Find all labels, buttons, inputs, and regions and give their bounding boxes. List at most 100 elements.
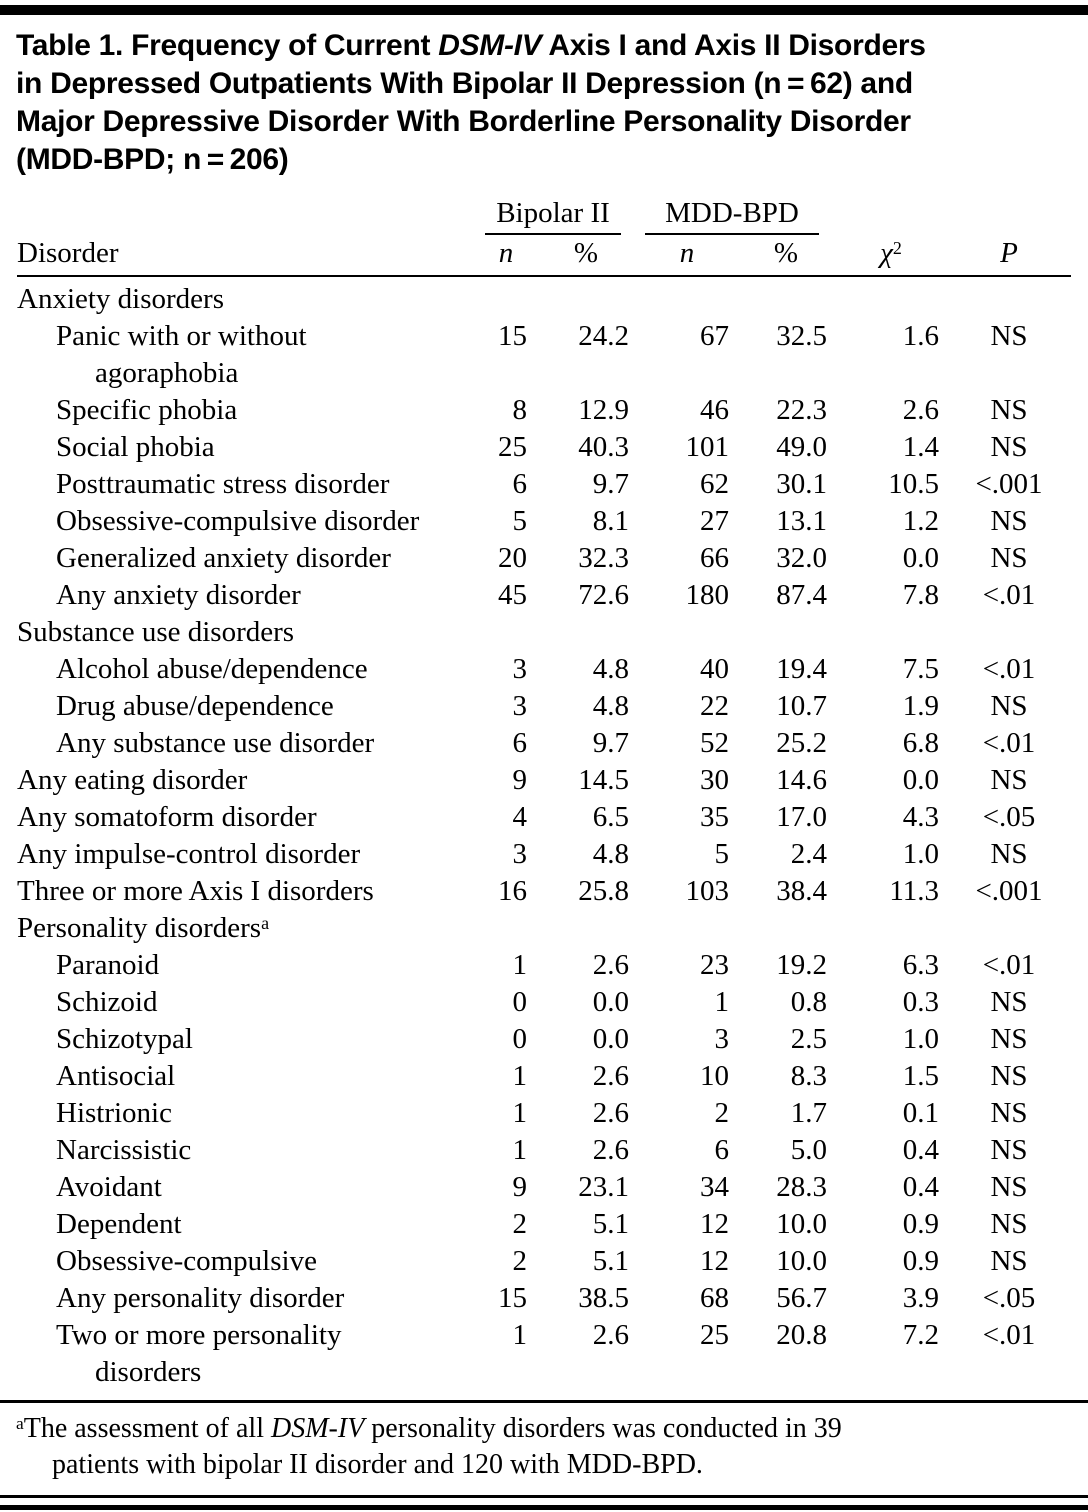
value-cell: 22.3 [776,394,827,426]
value-cell: 10.0 [776,1208,827,1240]
table-row: Antisocial 1 2.6 10 8.3 1.5 NS [17,1058,1071,1095]
value-cell: 17.0 [776,801,827,833]
value-cell: 20.8 [776,1319,827,1351]
disorder-label: Dependent [56,1208,182,1240]
value-cell: 2.4 [790,838,827,870]
disorder-label: Schizoid [56,986,158,1018]
value-cell: 32.5 [776,320,827,352]
value-cell: 46 [700,394,729,426]
value-cell: 4.8 [592,690,629,722]
value-cell: 9.7 [592,727,629,759]
column-header-pct-bipolar: % [535,235,637,277]
table-row: Alcohol abuse/dependence 3 4.8 40 19.4 7.5 <.0… [17,651,1071,688]
column-header-row: Disorder n% n% χ2 P [17,235,1071,277]
value-cell: <.05 [982,1282,1036,1314]
value-cell: 10.0 [776,1245,827,1277]
value-cell: 0.1 [902,1097,939,1129]
value-cell: 0 [512,986,528,1018]
value-cell: 40.3 [578,431,629,463]
value-cell: <.01 [982,653,1036,685]
disorder-label: Anxiety disorders [17,283,224,315]
disorder-label: Any somatoform disorder [17,801,317,833]
value-cell: NS [990,1023,1028,1055]
value-cell: 180 [685,579,730,611]
value-cell: 34 [700,1171,729,1203]
value-cell: 7.2 [902,1319,939,1351]
table-row: Obsessive-compulsive disorder 5 8.1 27 13.1 1… [17,503,1071,540]
value-cell: 2 [714,1097,730,1129]
value-cell: 19.4 [776,653,827,685]
value-cell: 9 [512,764,528,796]
value-cell: 23.1 [578,1171,629,1203]
value-cell: 25 [498,431,527,463]
disorder-label: Two or more personality disorders [56,1319,342,1388]
value-cell: 62 [700,468,729,500]
value-cell: <.001 [975,468,1043,500]
value-cell: 30 [700,764,729,796]
value-cell: NS [990,1097,1028,1129]
value-cell: 1.7 [790,1097,827,1129]
bottom-rule-thick [0,1505,1088,1510]
spacer-cell [835,195,947,235]
footnote-rule [0,1400,1088,1403]
value-cell: NS [990,431,1028,463]
value-cell: NS [990,838,1028,870]
value-cell: NS [990,320,1028,352]
value-cell: 0 [512,1023,528,1055]
top-rule [0,5,1088,15]
disorder-label: Schizotypal [56,1023,193,1055]
group-header-bipolar-label: Bipolar II [485,195,621,235]
value-cell: 66 [700,542,729,574]
group-header-mdd-bpd: MDD-BPD [637,195,835,235]
value-cell: 5.1 [592,1208,629,1240]
value-cell: <.01 [982,579,1036,611]
disorder-label: Drug abuse/dependence [56,690,334,722]
value-cell: 24.2 [578,320,629,352]
value-cell: 1 [714,986,730,1018]
value-cell: 35 [700,801,729,833]
table-row: Any eating disorder 9 14.5 30 14.6 0.0 NS [17,762,1071,799]
table-row: Dependent 2 5.1 12 10.0 0.9 NS [17,1206,1071,1243]
column-header-disorder: Disorder [17,235,477,277]
disorder-label: Generalized anxiety disorder [56,542,391,574]
value-cell: 52 [700,727,729,759]
value-cell: 4.8 [592,838,629,870]
value-cell: <.01 [982,1319,1036,1351]
value-cell: 2.6 [592,1319,629,1351]
value-cell: 2.6 [592,1060,629,1092]
table-row: Any substance use disorder 6 9.7 52 25.2 6.8 <… [17,725,1071,762]
value-cell: 12 [700,1245,729,1277]
section-row: Personality disordersa [17,910,1071,947]
value-cell: 101 [685,431,730,463]
disorder-label: Specific phobia [56,394,238,426]
value-cell: 25.8 [578,875,629,907]
value-cell: 5.1 [592,1245,629,1277]
value-cell: 0.8 [790,986,827,1018]
value-cell: 3.9 [902,1282,939,1314]
value-cell: 13.1 [776,505,827,537]
value-cell: 14.5 [578,764,629,796]
value-cell: 8 [512,394,528,426]
table-row: Panic with or without agoraphobia 15 24.2 6… [17,318,1071,392]
column-header-p-value: P [947,235,1071,277]
value-cell: <.01 [982,949,1036,981]
value-cell: 1.0 [902,838,939,870]
disorder-label: Any substance use disorder [56,727,375,759]
value-cell: <.01 [982,727,1036,759]
value-cell: 25.2 [776,727,827,759]
group-header-bipolar: Bipolar II [477,195,637,235]
table-row: Social phobia 25 40.3 101 49.0 1.4 NS [17,429,1071,466]
value-cell: 1 [512,949,528,981]
disorder-label: Obsessive-compulsive [56,1245,317,1277]
value-cell: 0.9 [902,1208,939,1240]
value-cell: 32.3 [578,542,629,574]
value-cell: 0.4 [902,1171,939,1203]
value-cell: 10.5 [888,468,939,500]
value-cell: 40 [700,653,729,685]
value-cell: 32.0 [776,542,827,574]
value-cell: 0.0 [592,986,629,1018]
table-row: Two or more personality disorders 1 2.6 25 2… [17,1317,1071,1391]
table-row: Avoidant 9 23.1 34 28.3 0.4 NS [17,1169,1071,1206]
value-cell: 0.0 [592,1023,629,1055]
value-cell: 10.7 [776,690,827,722]
